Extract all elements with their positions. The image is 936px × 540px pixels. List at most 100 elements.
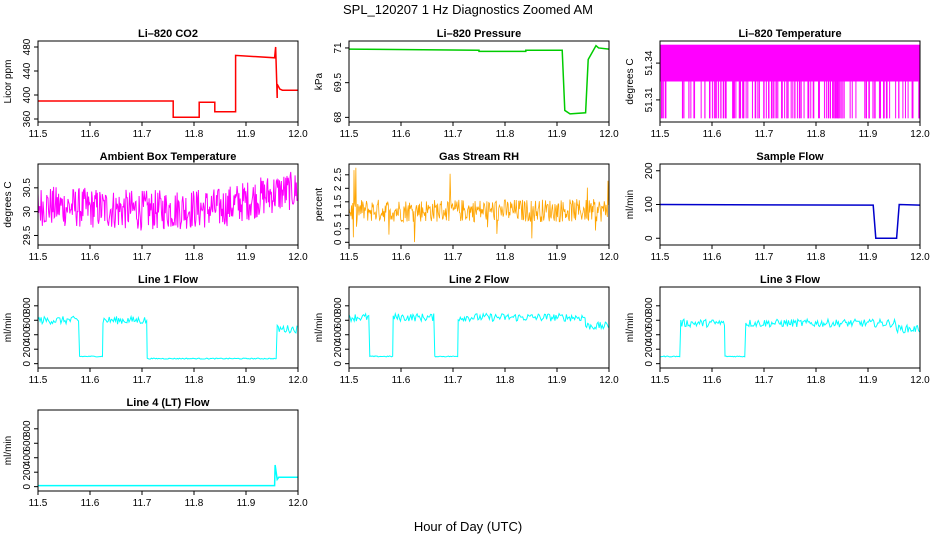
x-tick-label: 11.8 xyxy=(807,129,826,140)
series xyxy=(660,317,920,358)
y-tick-label: 800 xyxy=(644,297,655,314)
series-line xyxy=(349,311,609,358)
series xyxy=(349,311,609,358)
x-tick-label: 11.6 xyxy=(703,252,722,263)
x-tick-label: 11.9 xyxy=(859,375,878,386)
series-line xyxy=(349,44,609,115)
x-tick-label: 11.5 xyxy=(29,498,48,509)
plot-frame xyxy=(37,286,299,369)
x-tick-label: 11.6 xyxy=(81,129,100,140)
panel-title: Li–820 Temperature xyxy=(738,28,841,40)
x-tick-label: 11.9 xyxy=(237,252,256,263)
y-tick-label: 68 xyxy=(333,111,344,123)
panel-title: Line 1 Flow xyxy=(138,274,198,286)
panel-title: Li–820 Pressure xyxy=(437,28,521,40)
x-tick-label: 12.0 xyxy=(288,129,308,140)
series-line xyxy=(38,46,298,118)
x-tick-label: 11.5 xyxy=(29,129,48,140)
y-tick-label: 800 xyxy=(22,420,33,437)
series xyxy=(660,44,920,119)
y-tick-label: 0 xyxy=(333,239,344,245)
y-tick-label: 400 xyxy=(22,449,33,466)
x-tick-label: 11.8 xyxy=(185,375,204,386)
series-line xyxy=(38,464,298,487)
y-tick-label: 200 xyxy=(644,340,655,357)
x-tick-label: 11.5 xyxy=(29,252,48,263)
y-tick-label: 480 xyxy=(22,38,33,55)
y-tick-label: 600 xyxy=(22,434,33,451)
x-tick-label: 11.9 xyxy=(548,129,567,140)
panel-4: Ambient Box Temperature degrees C 11.5 11.6… xyxy=(3,151,308,263)
series-line xyxy=(349,167,609,243)
x-tick-label: 11.7 xyxy=(444,375,463,386)
y-axis-label: ml/min xyxy=(3,436,14,465)
series-band xyxy=(660,44,920,82)
x-tick-label: 11.7 xyxy=(755,252,774,263)
y-tick-label: 1 xyxy=(333,212,344,218)
plot-frame xyxy=(348,286,610,369)
panel-10: Line 4 (LT) Flow ml/min 11.5 11.6 11.7 11.8 11… xyxy=(3,397,308,509)
x-tick-label: 11.7 xyxy=(444,252,463,263)
y-tick-label: 69.5 xyxy=(333,72,344,92)
y-tick-label: 600 xyxy=(333,311,344,328)
plot-frame xyxy=(659,40,921,123)
y-tick-label: 800 xyxy=(22,297,33,314)
y-tick-label: 600 xyxy=(22,311,33,328)
x-tick-label: 11.7 xyxy=(755,129,774,140)
y-tick-label: 600 xyxy=(644,311,655,328)
x-tick-label: 11.6 xyxy=(392,252,411,263)
x-tick-label: 11.6 xyxy=(81,252,100,263)
x-tick-label: 11.6 xyxy=(703,129,722,140)
x-tick-label: 11.8 xyxy=(185,129,204,140)
y-tick-label: 0 xyxy=(22,360,33,366)
y-axis-label: ml/min xyxy=(625,313,636,342)
x-tick-label: 11.8 xyxy=(185,252,204,263)
x-tick-label: 11.7 xyxy=(133,375,152,386)
y-axis-label: ml/min xyxy=(3,313,14,342)
panel-6: Sample Flow ml/min 11.5 11.6 11.7 11.8 11.9 12.… xyxy=(625,151,930,263)
panel-8: Line 2 Flow ml/min 11.5 11.6 11.7 11.8 11.9 12.… xyxy=(314,274,619,386)
x-tick-label: 11.7 xyxy=(444,129,463,140)
y-tick-label: 400 xyxy=(22,326,33,343)
panel-2: Li–820 Pressure kPa 11.5 11.6 11.7 11.8 11.9 12… xyxy=(314,28,619,140)
x-tick-label: 12.0 xyxy=(288,498,308,509)
y-tick-label: 29.5 xyxy=(22,225,33,245)
x-tick-label: 11.8 xyxy=(185,498,204,509)
y-tick-label: 30.5 xyxy=(22,178,33,198)
y-tick-label: 2.5 xyxy=(333,167,344,181)
y-tick-label: 51.31 xyxy=(644,87,655,112)
x-tick-label: 11.5 xyxy=(29,375,48,386)
plot-frame xyxy=(348,163,610,246)
y-tick-label: 0.5 xyxy=(333,221,344,235)
y-tick-label: 400 xyxy=(333,326,344,343)
panel-title: Li–820 CO2 xyxy=(138,28,198,40)
x-tick-label: 11.5 xyxy=(651,375,670,386)
series xyxy=(38,46,298,118)
y-tick-label: 400 xyxy=(644,326,655,343)
series-line xyxy=(660,203,920,239)
y-tick-label: 71 xyxy=(333,42,344,54)
panel-1: Li–820 CO2 Licor ppm 11.5 11.6 11.7 11.8 11.9 1… xyxy=(3,28,308,140)
y-axis-label: Licor ppm xyxy=(3,60,14,104)
series-line xyxy=(38,314,298,360)
y-axis-label: degrees C xyxy=(3,181,14,227)
y-tick-label: 1.5 xyxy=(333,194,344,208)
series xyxy=(349,44,609,115)
y-tick-label: 51.34 xyxy=(644,50,655,75)
y-tick-label: 200 xyxy=(22,340,33,357)
x-tick-label: 11.8 xyxy=(496,375,515,386)
x-tick-label: 11.6 xyxy=(81,498,100,509)
y-tick-label: 360 xyxy=(22,110,33,127)
x-tick-label: 11.5 xyxy=(340,252,359,263)
x-tick-label: 12.0 xyxy=(910,375,930,386)
series xyxy=(349,167,609,243)
x-tick-label: 12.0 xyxy=(910,252,930,263)
x-tick-label: 11.7 xyxy=(755,375,774,386)
y-axis-label: degrees C xyxy=(625,58,636,104)
x-tick-label: 11.8 xyxy=(807,375,826,386)
y-tick-label: 0 xyxy=(644,360,655,366)
panel-title: Ambient Box Temperature xyxy=(100,151,237,163)
plot-frame xyxy=(659,286,921,369)
y-tick-label: 440 xyxy=(22,62,33,79)
